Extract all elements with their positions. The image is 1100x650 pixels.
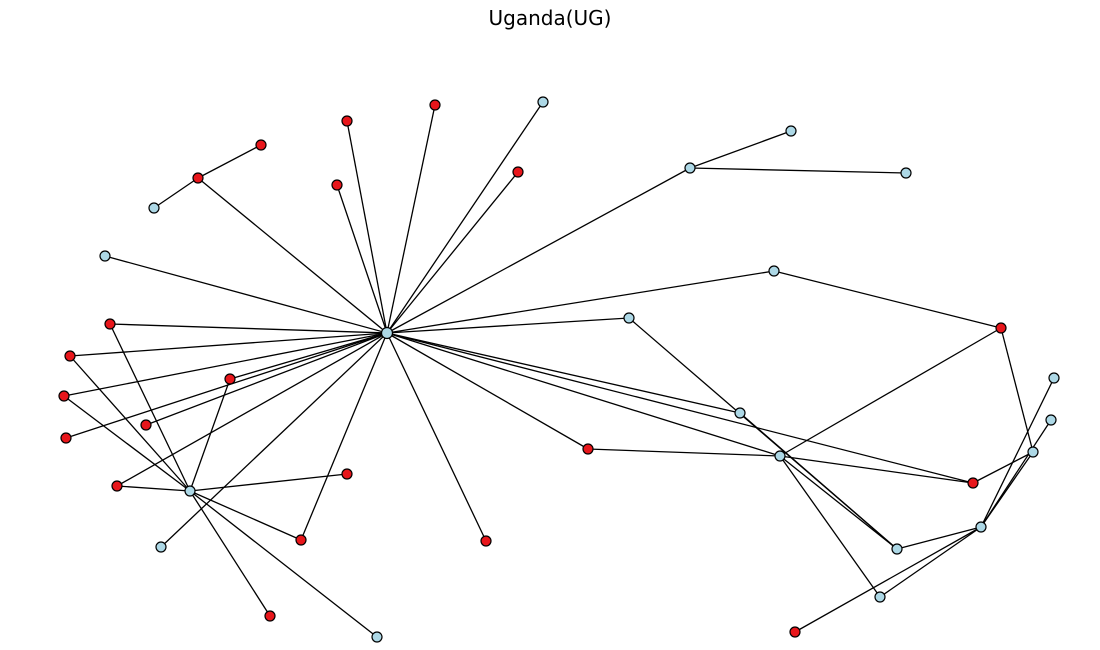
graph-node-blue [768, 265, 780, 277]
graph-edge [587, 448, 781, 457]
graph-edge [386, 332, 741, 414]
graph-node-blue [623, 312, 635, 324]
graph-edge [779, 455, 974, 484]
graph-edge [336, 184, 388, 334]
graph-edge [189, 473, 348, 492]
graph-edge [386, 104, 436, 334]
graph-node-red [429, 99, 441, 111]
graph-edge [69, 355, 191, 492]
graph-title: Uganda(UG) [488, 6, 612, 30]
graph-edge [689, 167, 907, 174]
graph-node-red [995, 322, 1007, 334]
graph-node-red [480, 535, 492, 547]
graph-node-red [331, 179, 343, 191]
node-layer [58, 96, 1060, 643]
graph-node-blue [975, 521, 987, 533]
graph-node-blue [785, 125, 797, 137]
graph-edge [65, 332, 388, 439]
graph-node-blue [380, 326, 394, 340]
graph-node-red [58, 390, 70, 402]
graph-edge [189, 378, 231, 492]
graph-node-blue [371, 631, 383, 643]
graph-edge [386, 317, 630, 334]
graph-edge [779, 327, 1002, 457]
graph-edge [980, 419, 1052, 528]
graph-edge [386, 101, 544, 334]
graph-node-blue [99, 250, 111, 262]
graph-edge [386, 332, 974, 484]
graph-node-red [224, 373, 236, 385]
graph-edge [896, 526, 982, 550]
graph-node-red [967, 477, 979, 489]
graph-node-blue [1027, 446, 1039, 458]
graph-node-red [64, 350, 76, 362]
graph-edge [63, 395, 191, 492]
graph-edge [386, 332, 487, 542]
graph-node-blue [1048, 372, 1060, 384]
graph-edge [386, 270, 775, 334]
graph-node-red [341, 115, 353, 127]
graph-node-blue [155, 541, 167, 553]
graph-node-red [104, 318, 116, 330]
graph-edge [773, 270, 1002, 329]
graph-edge [189, 490, 271, 617]
graph-node-red [789, 626, 801, 638]
graph-node-red [140, 419, 152, 431]
edge-layer [63, 101, 1055, 638]
graph-edge [145, 332, 388, 426]
graph-node-blue [774, 450, 786, 462]
graph-node-red [255, 139, 267, 151]
graph-edge [189, 490, 302, 541]
graph-edge [346, 120, 388, 334]
graph-edge [386, 332, 589, 450]
graph-edge [153, 177, 199, 209]
graph-edge [104, 255, 388, 334]
graph-edge [794, 526, 982, 633]
graph-edge [229, 332, 388, 380]
graph-edge [116, 485, 191, 492]
graph-node-red [192, 172, 204, 184]
graph-edge [386, 332, 781, 457]
graph-edge [109, 323, 191, 492]
graph-node-red [341, 468, 353, 480]
graph-node-red [60, 432, 72, 444]
graph-node-blue [891, 543, 903, 555]
graph-node-blue [900, 167, 912, 179]
graph-node-red [582, 443, 594, 455]
graph-edge [189, 490, 378, 638]
graph-node-blue [537, 96, 549, 108]
graph-node-blue [874, 591, 886, 603]
graph-edge [109, 323, 388, 334]
graph-edge [779, 455, 898, 550]
graph-node-blue [734, 407, 746, 419]
graph-edge [779, 455, 881, 598]
graph-node-red [264, 610, 276, 622]
graph-node-red [295, 534, 307, 546]
graph-node-blue [1045, 414, 1057, 426]
graph-node-blue [148, 202, 160, 214]
graph-edge [197, 144, 262, 179]
graph-edge [197, 177, 388, 334]
graph-edge [739, 412, 898, 550]
graph-edge [972, 451, 1034, 484]
graph-edge [160, 332, 388, 548]
graph-edge [386, 167, 691, 334]
graph-node-blue [184, 485, 196, 497]
graph-node-blue [684, 162, 696, 174]
graph-edge [980, 377, 1055, 528]
graph-edge [1000, 327, 1034, 453]
graph-node-red [512, 166, 524, 178]
graph-edge [300, 332, 388, 541]
graph-edge [386, 171, 519, 334]
graph-edge [879, 526, 982, 598]
graph-edge [63, 332, 388, 397]
graph-edge [69, 332, 388, 357]
graph-node-red [111, 480, 123, 492]
graph-edge [116, 332, 388, 487]
graph-edge [689, 130, 792, 169]
